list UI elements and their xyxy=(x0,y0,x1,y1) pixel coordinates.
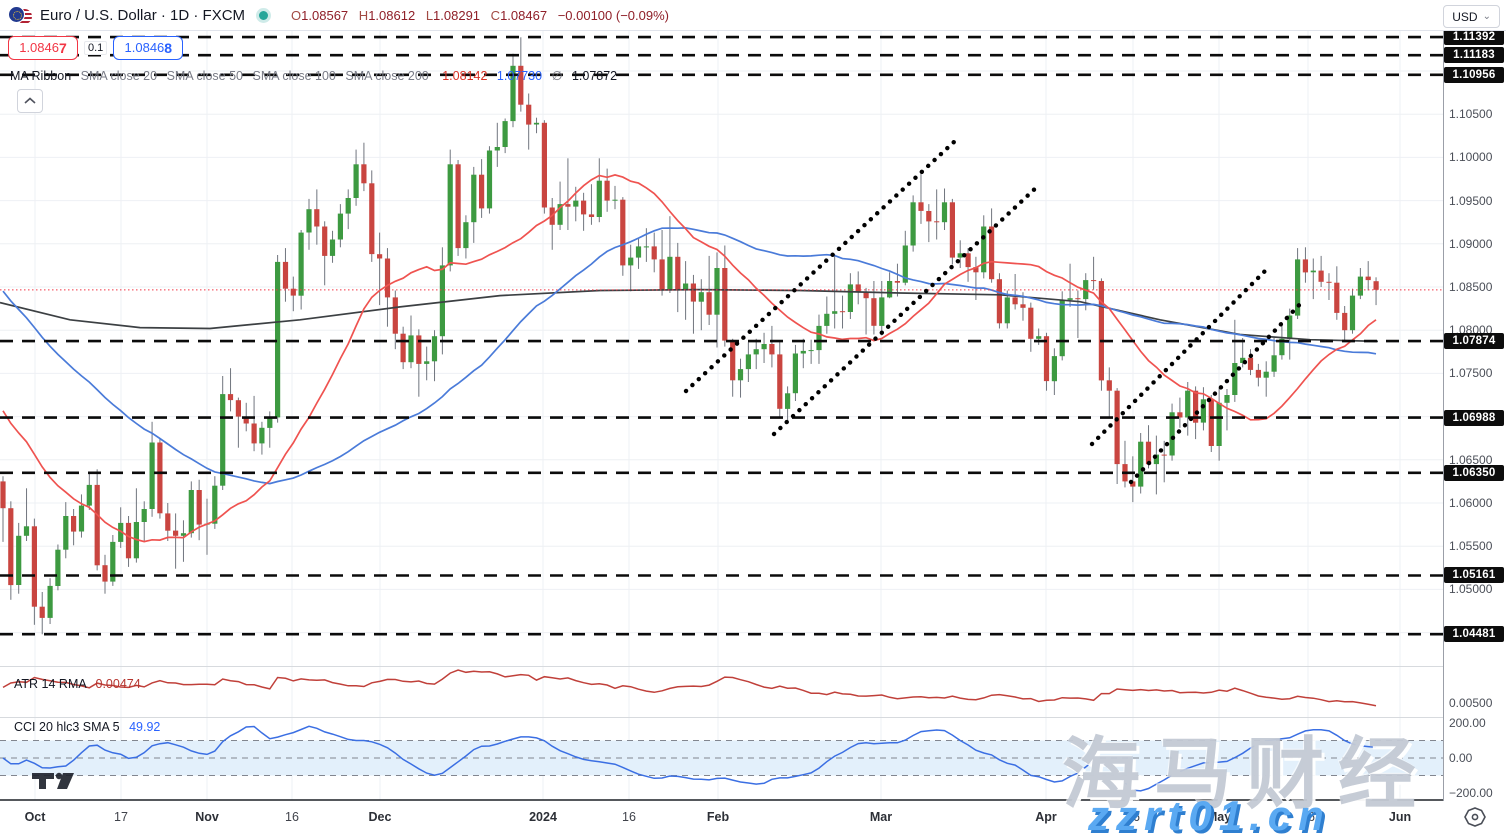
cci-label: CCI 20 hlc3 SMA 5 xyxy=(14,720,120,734)
market-status-dot-icon[interactable] xyxy=(259,10,269,20)
ma-param-50: SMA close 50 xyxy=(166,69,243,83)
chevron-up-icon xyxy=(24,97,36,104)
low-label: L xyxy=(425,7,434,23)
ma-param-200: SMA close 200 xyxy=(345,69,429,83)
atr-value: 0.00474 xyxy=(95,677,141,691)
ma-value-50: 1.07730 xyxy=(496,69,543,83)
ma-ribbon-title: MA Ribbon xyxy=(10,69,72,83)
collapse-legend-button[interactable] xyxy=(17,89,43,113)
watermark-site: zzrt01.cn xyxy=(1088,792,1331,834)
open-label: O xyxy=(291,7,302,23)
axis-settings-gear-icon[interactable] xyxy=(1464,807,1486,827)
ma-value-200: 1.07872 xyxy=(571,69,618,83)
symbol-title[interactable]: Euro / U.S. Dollar · 1D · FXCM xyxy=(40,6,246,24)
currency-label: USD xyxy=(1452,9,1478,24)
ma-value-100-hidden-icon: ∅ xyxy=(551,69,563,83)
cci-line xyxy=(2,725,1377,792)
atr-label: ATR 14 RMA xyxy=(14,677,87,691)
close-label: C xyxy=(490,7,501,23)
chart-topbar: Euro / U.S. Dollar · 1D · FXCM O1.08567 … xyxy=(0,0,1506,31)
time-axis[interactable] xyxy=(0,801,1506,834)
ma-value-20: 1.08142 xyxy=(442,69,488,83)
high-label: H xyxy=(358,7,369,23)
atr-line xyxy=(2,669,1377,707)
trendlines xyxy=(683,138,1306,485)
ma-param-20: SMA close 20 xyxy=(80,69,158,83)
sell-button[interactable]: 1.08467 xyxy=(8,36,78,60)
pane-borders xyxy=(0,30,1506,834)
chevron-down-icon: ⌄ xyxy=(1482,11,1491,22)
cci-band xyxy=(0,740,1443,776)
open-value: 1.08567 xyxy=(301,7,349,23)
buy-button[interactable]: 1.08468 xyxy=(113,36,184,60)
high-value: 1.08612 xyxy=(368,7,416,23)
ma-param-100: SMA close 100 xyxy=(252,69,336,83)
symbol-flags-icon xyxy=(8,6,34,25)
eu-flag-icon xyxy=(8,6,25,23)
cci-legend[interactable]: CCI 20 hlc3 SMA 5 49.92 xyxy=(14,720,160,734)
watermark-chinese: 海马财经 xyxy=(1062,730,1431,818)
currency-selector[interactable]: USD ⌄ xyxy=(1443,5,1500,28)
cci-value: 49.92 xyxy=(129,720,161,734)
ma-ribbon-legend[interactable]: MA Ribbon SMA close 20 SMA close 50 SMA … xyxy=(10,68,617,83)
change-value: −0.00100 (−0.09%) xyxy=(557,7,669,23)
tradingview-logo[interactable] xyxy=(32,772,90,790)
close-value: 1.08467 xyxy=(500,7,548,23)
price-level-lines xyxy=(0,35,1443,636)
price-axis[interactable] xyxy=(1444,30,1506,801)
ohlc-readout: O1.08567 H1.08612 L1.08291 C1.08467 −0.0… xyxy=(284,8,669,23)
low-value: 1.08291 xyxy=(433,7,481,23)
atr-legend[interactable]: ATR 14 RMA 0.00474 xyxy=(14,677,141,691)
spread-value: 0.1 xyxy=(84,41,108,55)
trade-widget: 1.08467 0.1 1.08468 xyxy=(8,36,184,60)
